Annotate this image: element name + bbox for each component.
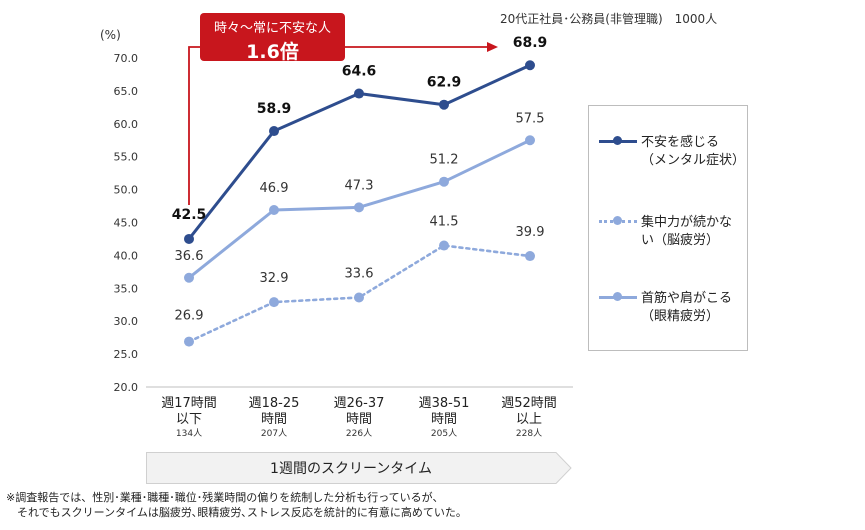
data-point — [525, 135, 535, 146]
footnote: ※調査報告では、性別･業種･職種･職位･残業時間の偏りを統制した分析も行っている… — [6, 490, 467, 520]
y-tick-label: 70.0 — [114, 52, 139, 65]
y-axis-unit: (%) — [100, 28, 121, 42]
data-label: 46.9 — [260, 181, 289, 196]
x-category-line2: 時間 — [260, 412, 287, 427]
data-point — [269, 126, 279, 137]
data-point — [269, 297, 279, 308]
data-point — [354, 292, 364, 303]
x-category-count: 228人 — [515, 429, 543, 439]
data-label: 51.2 — [430, 153, 459, 168]
data-point — [525, 251, 535, 262]
x-category-line1: 週38-51 — [418, 396, 470, 411]
x-category-1: 週17時間 以下 134人 — [149, 396, 229, 441]
x-category-2: 週18-25 時間 207人 — [234, 396, 314, 441]
y-tick-label: 40.0 — [114, 249, 139, 262]
y-tick-label: 35.0 — [114, 282, 139, 295]
y-tick-label: 65.0 — [114, 85, 139, 98]
footnote-line1: ※調査報告では、性別･業種･職種･職位･残業時間の偏りを統制した分析も行っている… — [6, 491, 444, 504]
x-category-line2: 以下 — [175, 412, 202, 427]
y-tick-label: 20.0 — [114, 381, 139, 394]
sample-note: 20代正社員･公務員(非管理職) 1000人 — [500, 12, 718, 26]
data-point — [439, 99, 449, 110]
data-point — [184, 272, 194, 283]
data-label: 41.5 — [430, 215, 459, 230]
x-category-line1: 週17時間 — [161, 396, 217, 411]
data-label: 32.9 — [260, 271, 289, 286]
data-label: 57.5 — [516, 111, 545, 126]
y-tick-label: 30.0 — [114, 315, 139, 328]
data-label: 42.5 — [172, 207, 207, 223]
x-category-count: 205人 — [430, 429, 458, 439]
callout-arrow-line — [188, 46, 489, 205]
data-point — [439, 176, 449, 187]
legend-label-line2: い（脳疲労） — [641, 233, 720, 248]
legend-label-line2: （メンタル症状） — [641, 153, 746, 168]
callout-line1: 時々～常に不安な人 — [213, 21, 331, 36]
data-label: 36.6 — [175, 249, 204, 264]
y-tick-label: 60.0 — [114, 118, 139, 131]
legend-swatch-dot — [613, 136, 622, 145]
data-label: 26.9 — [175, 309, 204, 324]
data-point — [354, 202, 364, 213]
callout-arrow-head — [487, 42, 498, 52]
data-point — [354, 88, 364, 99]
legend: 不安を感じる （メンタル症状） 集中力が続かな い（脳疲労） 首筋や肩がこる （… — [588, 105, 748, 351]
footnote-line2: それでもスクリーンタイムは脳疲労､眼精疲労､ストレス反応を統計的に有意に高めてい… — [6, 506, 467, 519]
x-category-count: 207人 — [260, 429, 288, 439]
x-category-5: 週52時間 以上 228人 — [489, 396, 569, 441]
data-label: 62.9 — [427, 75, 462, 91]
legend-label-line1: 不安を感じる — [641, 135, 720, 150]
callout-box: 時々～常に不安な人 1.6倍 — [200, 13, 345, 63]
legend-swatch-dot — [613, 292, 622, 301]
x-category-line2: 時間 — [345, 412, 372, 427]
y-tick-label: 55.0 — [114, 151, 139, 164]
data-point — [269, 204, 279, 215]
legend-swatch-dot — [613, 216, 622, 225]
x-category-line2: 以上 — [515, 412, 542, 427]
y-tick-label: 25.0 — [114, 348, 139, 361]
data-label: 68.9 — [513, 35, 548, 51]
x-category-count: 134人 — [175, 429, 203, 439]
y-tick-label: 50.0 — [114, 184, 139, 197]
x-category-3: 週26-37 時間 226人 — [319, 396, 399, 441]
data-point — [184, 336, 194, 347]
data-point — [525, 60, 535, 71]
x-axis-banner — [146, 452, 572, 484]
data-label: 39.9 — [516, 225, 545, 240]
data-label: 47.3 — [345, 178, 374, 193]
x-category-line1: 週52時間 — [501, 396, 557, 411]
data-label: 64.6 — [342, 64, 377, 80]
callout-line2: 1.6倍 — [246, 41, 299, 63]
data-point — [439, 240, 449, 251]
data-point — [184, 233, 194, 244]
legend-label-line1: 集中力が続かな — [641, 215, 733, 230]
legend-label-line2: （眼精疲労） — [641, 309, 720, 324]
y-tick-label: 45.0 — [114, 217, 139, 230]
x-category-line2: 時間 — [430, 412, 457, 427]
x-category-count: 226人 — [345, 429, 373, 439]
x-axis-title: 1週間のスクリーンタイム — [270, 461, 432, 477]
x-category-line1: 週26-37 — [333, 396, 385, 411]
x-category-4: 週38-51 時間 205人 — [404, 396, 484, 441]
data-label: 58.9 — [257, 101, 292, 117]
legend-label-line1: 首筋や肩がこる — [641, 291, 733, 306]
x-category-line1: 週18-25 — [248, 396, 300, 411]
data-label: 33.6 — [345, 267, 374, 282]
